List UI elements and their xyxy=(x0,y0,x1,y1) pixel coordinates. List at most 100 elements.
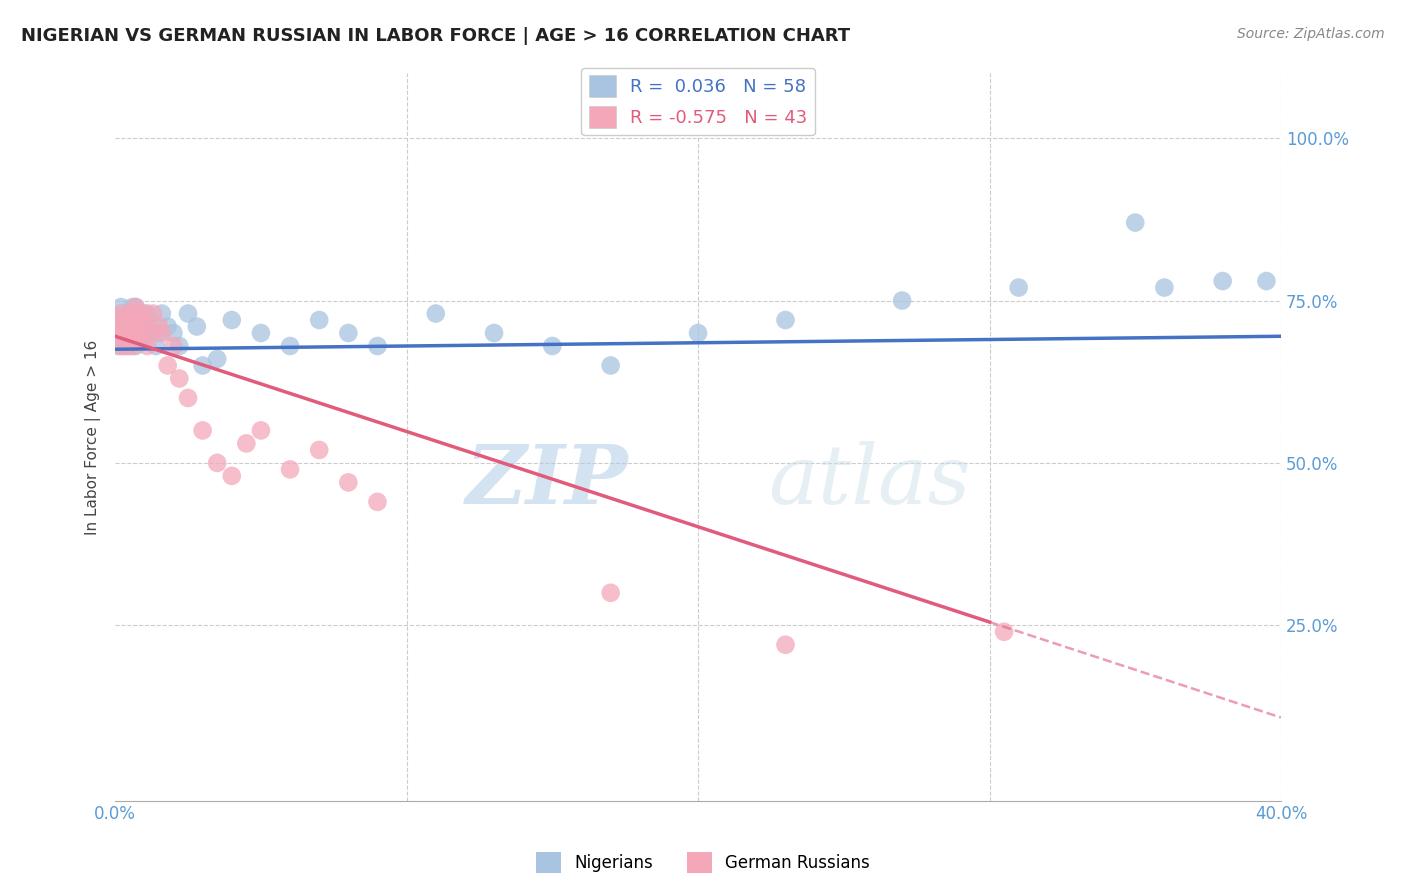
Point xyxy=(425,306,447,320)
Point xyxy=(1008,280,1031,294)
Point xyxy=(115,333,138,347)
Point xyxy=(128,326,150,340)
Point xyxy=(599,359,621,373)
Point xyxy=(110,326,132,340)
Text: ZIP: ZIP xyxy=(465,441,628,521)
Point xyxy=(110,339,132,353)
Point xyxy=(1212,274,1234,288)
Point xyxy=(121,300,143,314)
Point xyxy=(124,300,146,314)
Point xyxy=(128,306,150,320)
Point xyxy=(107,313,129,327)
Point xyxy=(148,326,170,340)
Point xyxy=(124,313,146,327)
Point xyxy=(993,624,1015,639)
Point xyxy=(278,462,301,476)
Point xyxy=(156,359,179,373)
Point xyxy=(124,339,146,353)
Point xyxy=(128,326,150,340)
Point xyxy=(121,333,143,347)
Point xyxy=(118,319,141,334)
Point xyxy=(121,306,143,320)
Point xyxy=(107,313,129,327)
Point xyxy=(308,313,330,327)
Point xyxy=(131,333,153,347)
Point xyxy=(150,326,173,340)
Point xyxy=(599,586,621,600)
Point xyxy=(366,495,388,509)
Point xyxy=(139,326,162,340)
Point xyxy=(118,313,141,327)
Point xyxy=(136,306,159,320)
Point xyxy=(366,339,388,353)
Point xyxy=(221,469,243,483)
Point xyxy=(150,306,173,320)
Point xyxy=(337,475,360,490)
Point xyxy=(191,359,214,373)
Point xyxy=(205,456,228,470)
Point xyxy=(110,306,132,320)
Point xyxy=(1153,280,1175,294)
Point xyxy=(110,300,132,314)
Point xyxy=(124,326,146,340)
Point xyxy=(115,326,138,340)
Point xyxy=(250,424,273,438)
Point xyxy=(134,326,156,340)
Point xyxy=(145,339,167,353)
Point xyxy=(134,313,156,327)
Point xyxy=(115,339,138,353)
Point xyxy=(191,424,214,438)
Legend: R =  0.036   N = 58, R = -0.575   N = 43: R = 0.036 N = 58, R = -0.575 N = 43 xyxy=(582,68,814,136)
Point xyxy=(128,333,150,347)
Point xyxy=(112,313,135,327)
Point xyxy=(131,333,153,347)
Point xyxy=(891,293,914,308)
Point xyxy=(136,339,159,353)
Point xyxy=(131,319,153,334)
Point xyxy=(156,319,179,334)
Point xyxy=(139,319,162,334)
Point xyxy=(107,339,129,353)
Point xyxy=(134,306,156,320)
Point xyxy=(131,313,153,327)
Point xyxy=(775,313,797,327)
Legend: Nigerians, German Russians: Nigerians, German Russians xyxy=(530,846,876,880)
Point xyxy=(115,326,138,340)
Point xyxy=(250,326,273,340)
Point xyxy=(162,326,184,340)
Point xyxy=(128,306,150,320)
Point xyxy=(121,326,143,340)
Point xyxy=(308,442,330,457)
Point xyxy=(337,326,360,340)
Point xyxy=(482,326,505,340)
Point xyxy=(1256,274,1278,288)
Point xyxy=(142,306,165,320)
Point xyxy=(107,326,129,340)
Text: Source: ZipAtlas.com: Source: ZipAtlas.com xyxy=(1237,27,1385,41)
Point xyxy=(169,371,191,385)
Point xyxy=(112,306,135,320)
Point xyxy=(235,436,257,450)
Point xyxy=(134,319,156,334)
Point xyxy=(118,339,141,353)
Point xyxy=(1123,216,1146,230)
Point xyxy=(115,313,138,327)
Point xyxy=(121,306,143,320)
Text: NIGERIAN VS GERMAN RUSSIAN IN LABOR FORCE | AGE > 16 CORRELATION CHART: NIGERIAN VS GERMAN RUSSIAN IN LABOR FORC… xyxy=(21,27,851,45)
Point xyxy=(124,300,146,314)
Point xyxy=(221,313,243,327)
Point xyxy=(686,326,709,340)
Point xyxy=(118,319,141,334)
Point xyxy=(142,326,165,340)
Point xyxy=(177,391,200,405)
Point xyxy=(278,339,301,353)
Point xyxy=(112,339,135,353)
Point xyxy=(112,326,135,340)
Text: atlas: atlas xyxy=(768,441,970,521)
Point xyxy=(169,339,191,353)
Point xyxy=(118,306,141,320)
Point xyxy=(541,339,564,353)
Point xyxy=(121,326,143,340)
Point xyxy=(124,313,146,327)
Point xyxy=(775,638,797,652)
